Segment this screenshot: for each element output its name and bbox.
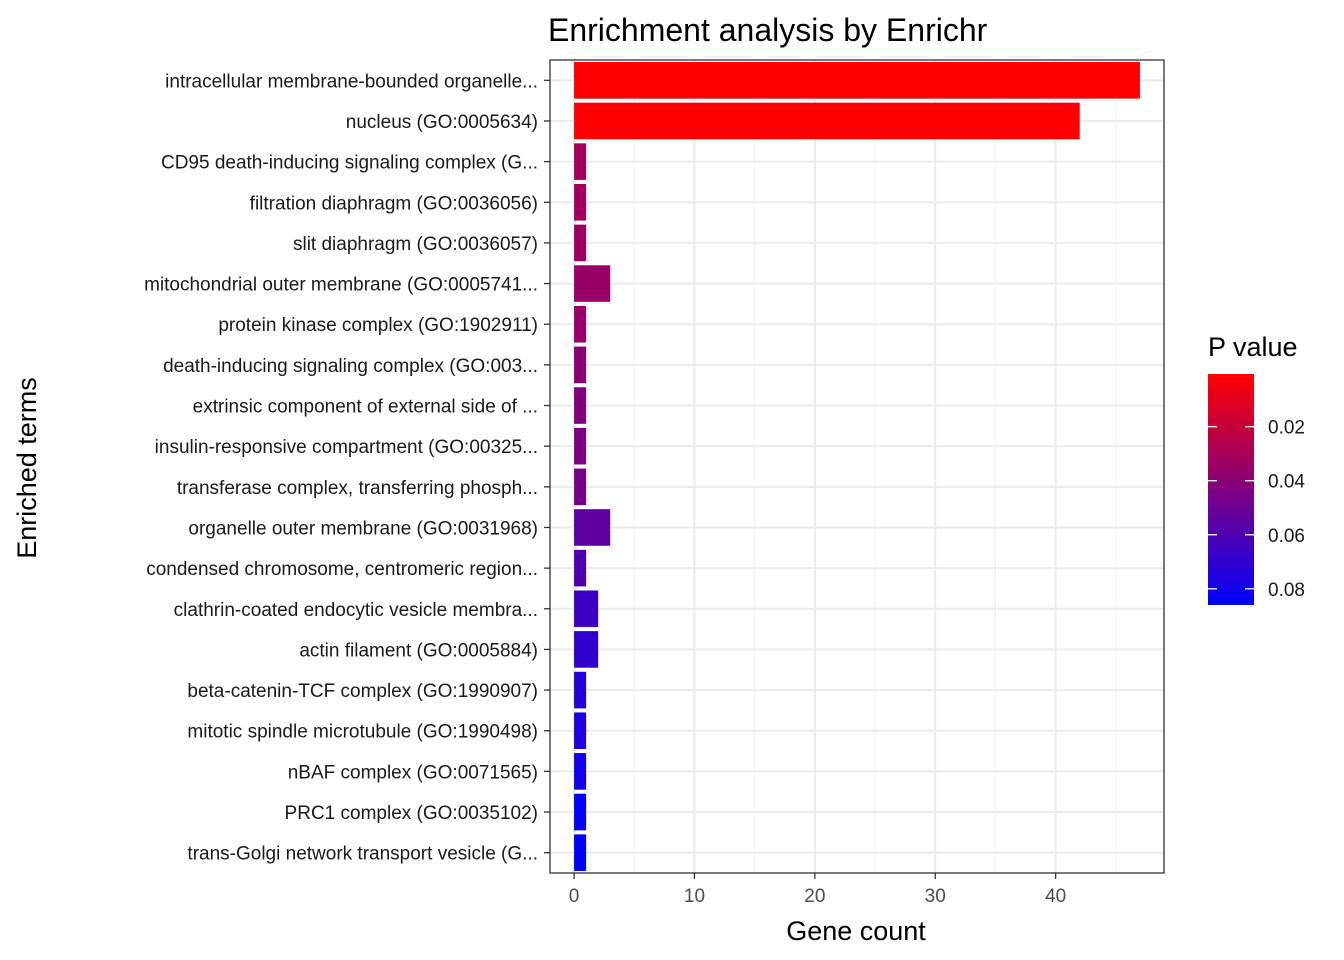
y-tick-label: slit diaphragm (GO:0036057) bbox=[293, 234, 538, 255]
panel-border bbox=[549, 59, 1165, 874]
x-axis-title: Gene count bbox=[786, 916, 926, 946]
bar bbox=[574, 102, 1080, 140]
x-tick-label: 0 bbox=[569, 886, 580, 907]
y-tick-label: organelle outer membrane (GO:0031968) bbox=[188, 518, 538, 539]
y-tick-label: filtration diaphragm (GO:0036056) bbox=[250, 193, 538, 214]
y-tick-label: CD95 death-inducing signaling complex (G… bbox=[161, 153, 538, 174]
y-tick-label: intracellular membrane-bounded organelle… bbox=[165, 71, 538, 92]
y-tick-label: mitochondrial outer membrane (GO:0005741… bbox=[144, 275, 538, 296]
colorbar bbox=[1208, 374, 1254, 605]
bar bbox=[574, 793, 587, 831]
bar bbox=[574, 387, 587, 424]
bar bbox=[574, 224, 587, 262]
bar bbox=[574, 265, 611, 302]
y-tick-label: insulin-responsive compartment (GO:00325… bbox=[155, 437, 538, 458]
x-tick-label: 10 bbox=[684, 886, 705, 907]
bar bbox=[574, 509, 611, 546]
y-tick-label: nucleus (GO:0005634) bbox=[346, 112, 538, 133]
bar bbox=[574, 62, 1140, 99]
bar bbox=[574, 753, 587, 790]
y-tick-label: beta-catenin-TCF complex (GO:1990907) bbox=[187, 681, 538, 702]
y-axis: intracellular membrane-bounded organelle… bbox=[144, 71, 550, 865]
y-tick-label: PRC1 complex (GO:0035102) bbox=[285, 803, 538, 824]
legend-tick-label: 0.08 bbox=[1268, 580, 1305, 601]
bar bbox=[574, 183, 587, 221]
bar bbox=[574, 631, 599, 668]
y-tick-label: transferase complex, transferring phosph… bbox=[177, 478, 538, 499]
bar bbox=[574, 590, 599, 628]
x-tick-label: 20 bbox=[804, 886, 825, 907]
y-tick-label: protein kinase complex (GO:1902911) bbox=[218, 315, 538, 336]
y-tick-label: trans-Golgi network transport vesicle (G… bbox=[187, 844, 538, 865]
y-tick-label: clathrin-coated endocytic vesicle membra… bbox=[174, 600, 538, 621]
bar bbox=[574, 834, 587, 871]
y-tick-label: condensed chromosome, centromeric region… bbox=[146, 559, 538, 580]
bar bbox=[574, 143, 587, 180]
plot-panel bbox=[550, 60, 1164, 873]
legend-title: P value bbox=[1208, 332, 1298, 362]
legend-tick-label: 0.06 bbox=[1268, 526, 1305, 547]
legend-tick-label: 0.04 bbox=[1268, 472, 1305, 493]
bar bbox=[574, 712, 587, 750]
panel-background bbox=[550, 60, 1164, 873]
x-axis: 0 10 20 30 40 bbox=[569, 873, 1066, 907]
x-tick-label: 40 bbox=[1045, 886, 1066, 907]
color-legend: P value 0.02 0.04 0.06 0.08 bbox=[1208, 332, 1305, 605]
y-tick-label: nBAF complex (GO:0071565) bbox=[288, 762, 538, 783]
y-tick-label: death-inducing signaling complex (GO:003… bbox=[163, 356, 538, 377]
bar bbox=[574, 305, 587, 343]
y-tick-label: mitotic spindle microtubule (GO:1990498) bbox=[187, 722, 538, 743]
chart-title: Enrichment analysis by Enrichr bbox=[548, 12, 988, 48]
y-tick-label: actin filament (GO:0005884) bbox=[299, 640, 538, 661]
x-tick-label: 30 bbox=[925, 886, 946, 907]
bar bbox=[574, 671, 587, 709]
y-axis-title: Enriched terms bbox=[12, 377, 42, 559]
bar bbox=[574, 468, 587, 506]
bar bbox=[574, 427, 587, 465]
bar bbox=[574, 346, 587, 384]
bars bbox=[574, 62, 1140, 871]
bar bbox=[574, 549, 587, 587]
legend-tick-label: 0.02 bbox=[1268, 418, 1305, 439]
y-tick-label: extrinsic component of external side of … bbox=[193, 397, 538, 418]
